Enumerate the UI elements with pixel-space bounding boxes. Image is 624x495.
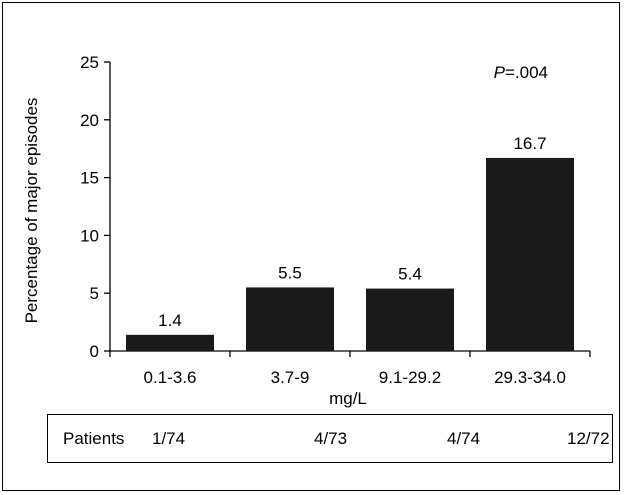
y-tick-label-1: 5 [90,284,99,303]
patients-row-label: Patients [63,429,125,448]
y-tick-label-4: 20 [80,111,99,130]
patients-count-1: 1/74 [152,429,186,448]
bar-value-label-0: 1.4 [158,311,182,330]
y-axis-title: Percentage of major episodes [22,98,41,324]
figure-frame [2,2,620,491]
bar-0 [126,334,214,351]
chart-bars [126,157,574,351]
y-tick-label-3: 15 [80,169,99,188]
p-label: P [493,63,505,82]
patients-count-4: 12/72 [567,429,610,448]
x-tick-label-1: 3.7-9 [271,368,310,387]
p-value: =.004 [504,63,548,82]
x-tick-label-3: 29.3-34.0 [494,368,566,387]
patients-count-3: 4/74 [447,429,481,448]
y-tick-label-2: 10 [80,226,99,245]
chart-labels: 0 5 10 15 20 25 1.4 0.1-3.6 5.5 3.7-9 5.4 9.1-29.2 1… [22,53,566,408]
bar-3 [486,157,574,351]
y-tick-label-0: 0 [90,342,99,361]
x-axis-title: mg/L [329,389,367,408]
x-tick-label-0: 0.1-3.6 [144,368,197,387]
x-tick-label-2: 9.1-29.2 [379,368,441,387]
bar-value-label-3: 16.7 [513,134,546,153]
bar-value-label-1: 5.5 [278,263,302,282]
p-value-annotation: P=.004 [494,63,548,83]
patients-count-2: 4/73 [314,429,348,448]
y-tick-label-5: 25 [80,53,99,72]
patients-table: Patients 1/74 4/73 4/74 12/72 [47,414,613,463]
bar-value-label-2: 5.4 [398,265,422,284]
bar-2 [366,288,454,351]
bar-1 [246,287,334,351]
